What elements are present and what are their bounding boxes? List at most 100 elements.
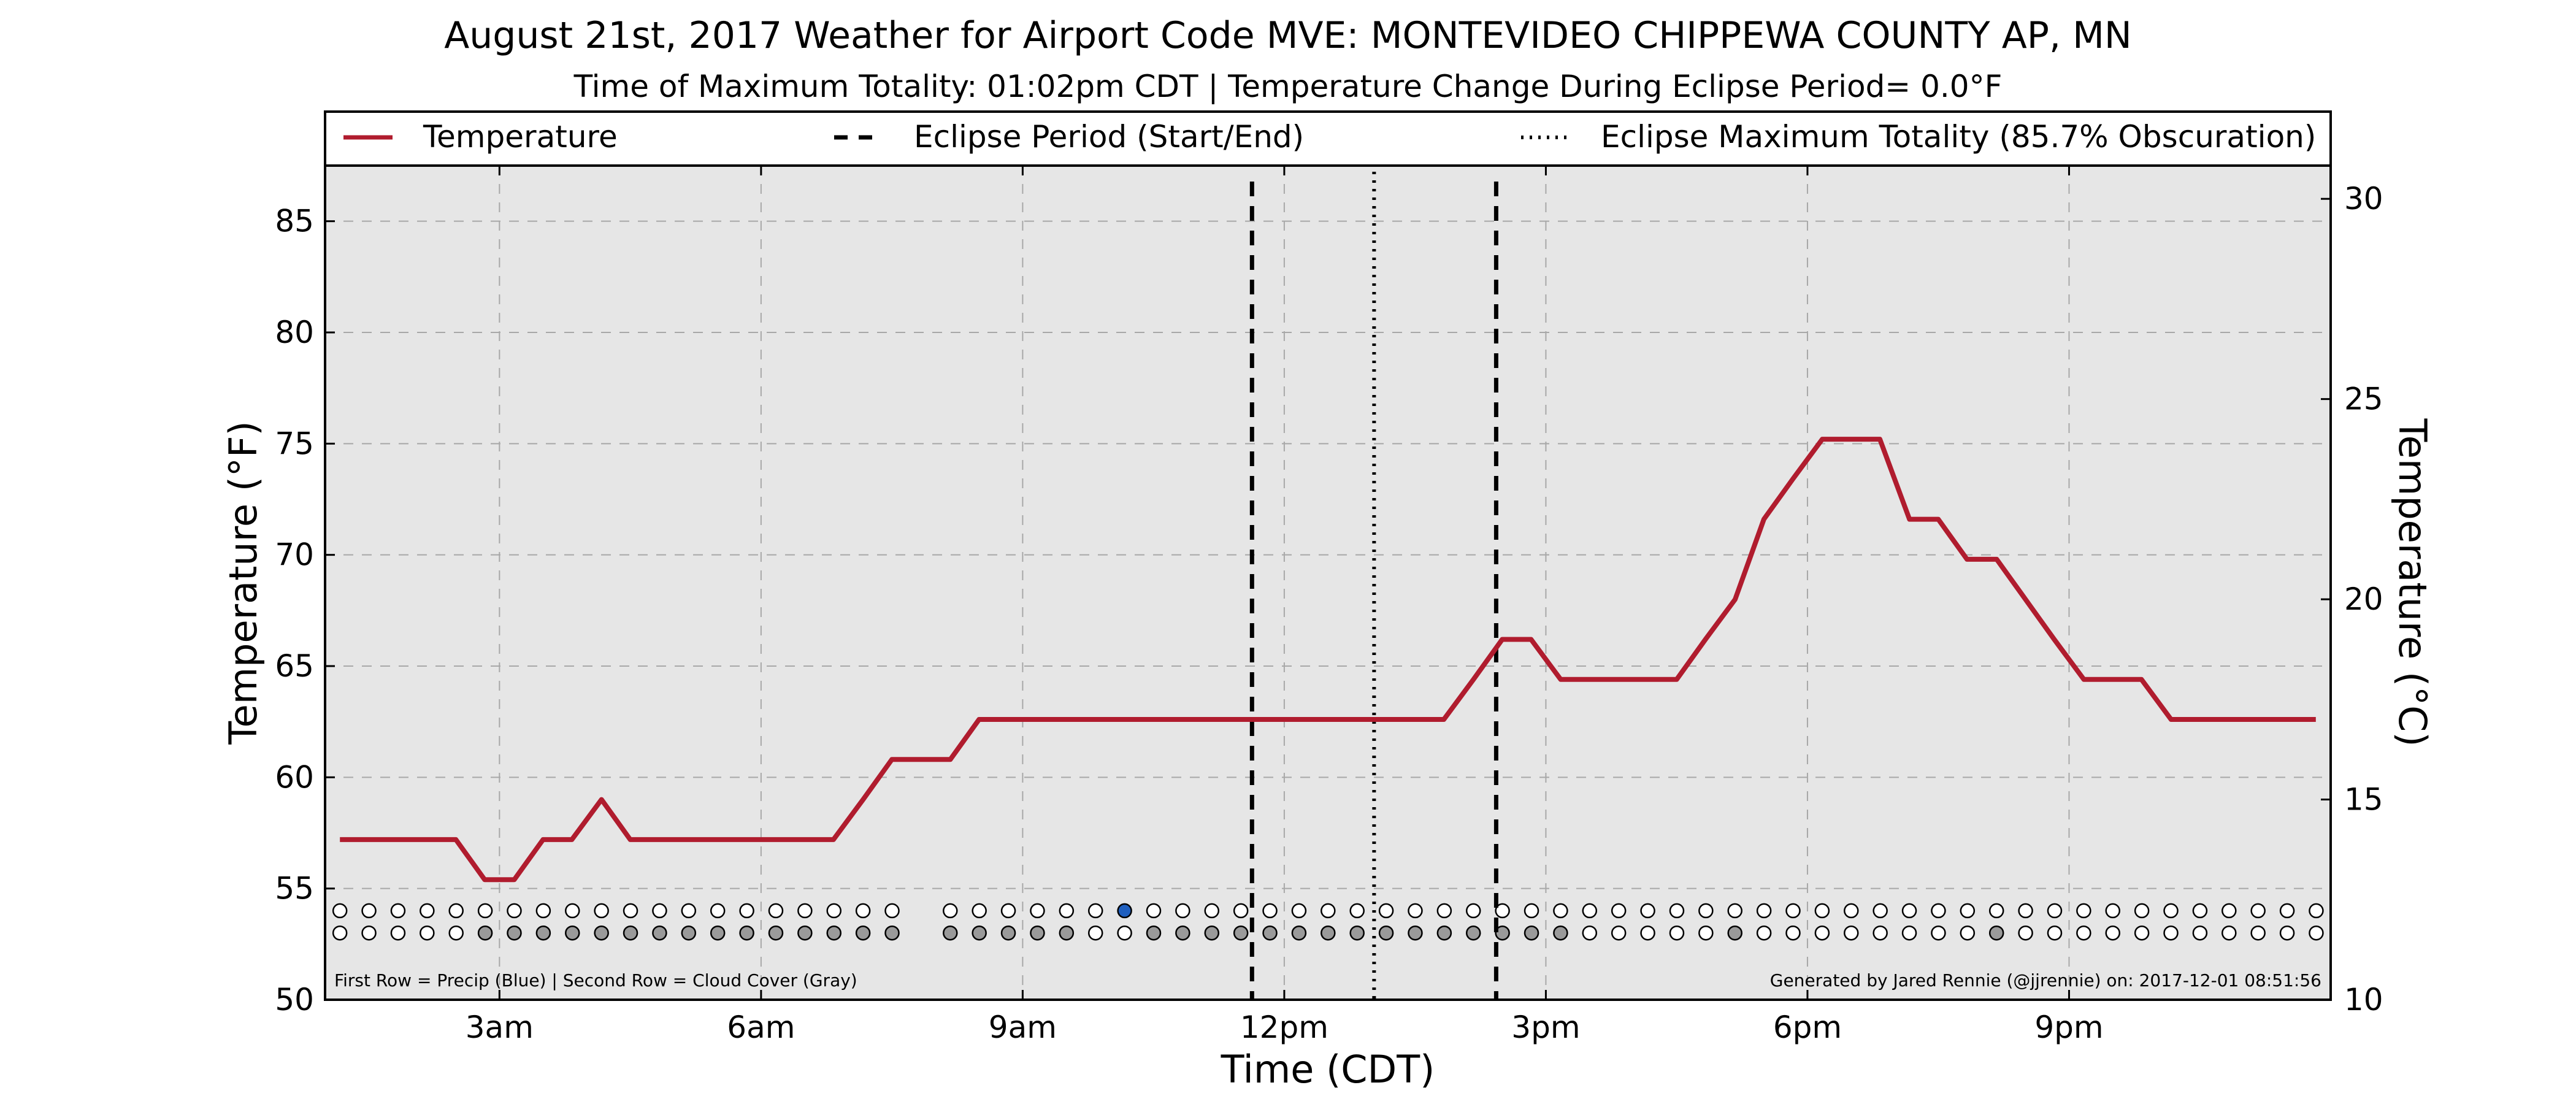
precip-row-marker	[1030, 903, 1045, 919]
precip-row-marker	[2279, 903, 2295, 919]
cloud-row-marker	[1495, 925, 1510, 941]
precip-row-marker	[1698, 903, 1714, 919]
precip-row-marker	[739, 903, 754, 919]
precip-row-marker	[1524, 903, 1539, 919]
precip-row-marker	[1146, 903, 1162, 919]
precip-row-marker	[768, 903, 784, 919]
precip-row-marker	[1844, 903, 1859, 919]
legend-label-eclipse-max: Eclipse Maximum Totality (85.7% Obscurat…	[1601, 119, 2316, 155]
plot-frame	[324, 164, 2332, 1001]
precip-row-marker	[1960, 903, 1976, 919]
cloud-row-marker	[1785, 925, 1801, 941]
precip-row-marker	[1756, 903, 1772, 919]
cloud-row-marker	[448, 925, 464, 941]
cloud-row-marker	[681, 925, 697, 941]
precip-row-marker	[943, 903, 958, 919]
cloud-row-marker	[1000, 925, 1016, 941]
cloud-row-marker	[2279, 925, 2295, 941]
plot-area	[325, 166, 2331, 1000]
precip-row-marker	[1727, 903, 1742, 919]
precip-row-marker	[1553, 903, 1568, 919]
cloud-row-marker	[623, 925, 638, 941]
precip-row-marker	[1901, 903, 1917, 919]
cloud-row-marker	[768, 925, 784, 941]
cloud-row-marker	[1727, 925, 1742, 941]
precip-row-marker	[332, 903, 348, 919]
cloud-row-marker	[1640, 925, 1655, 941]
x-axis-label: Time (CDT)	[1221, 1047, 1435, 1092]
cloud-row-marker	[884, 925, 900, 941]
precip-row-marker	[623, 903, 638, 919]
temperature-series-line	[340, 437, 2316, 883]
x-tick-label: 6am	[727, 1010, 795, 1045]
precip-row-marker	[1349, 903, 1365, 919]
cloud-row-marker	[739, 925, 754, 941]
cloud-row-marker	[2309, 925, 2324, 941]
right-y-axis-ticks: 10 15 20 25 30	[2321, 181, 2383, 1018]
cloud-row-marker	[594, 925, 609, 941]
precip-row-marker	[1611, 903, 1627, 919]
x-axis-ticks: 3am 6am 9am 12pm 3pm 6pm 9pm	[466, 166, 2104, 1045]
precip-row-marker	[652, 903, 667, 919]
precip-row-marker	[855, 903, 871, 919]
precip-row-marker	[1087, 903, 1103, 919]
cloud-row-marker	[972, 925, 987, 941]
precip-row-marker	[797, 903, 813, 919]
precip-row-marker	[2047, 903, 2063, 919]
cloud-row-marker	[565, 925, 580, 941]
right-y-tick-label: 20	[2344, 581, 2383, 617]
cloud-row-marker	[1901, 925, 1917, 941]
cloud-row-marker	[2192, 925, 2208, 941]
precip-row-marker	[1233, 903, 1249, 919]
y-axis-ticks: 50 55 60 65 70 75 80 85	[275, 204, 335, 1018]
precip-row-marker	[1321, 903, 1336, 919]
cloud-row-marker	[2250, 925, 2266, 941]
precip-row-marker	[1988, 903, 2004, 919]
cloud-row-marker	[1291, 925, 1307, 941]
precip-row-marker	[1582, 903, 1598, 919]
x-tick-label: 12pm	[1240, 1010, 1328, 1045]
right-y-tick-label: 15	[2344, 782, 2383, 818]
legend-box	[324, 110, 2332, 167]
precip-row-marker	[1669, 903, 1685, 919]
cloud-cover-row	[332, 925, 2324, 941]
precip-row-marker	[2221, 903, 2237, 919]
cloud-row-marker	[1436, 925, 1452, 941]
precip-row-marker	[507, 903, 522, 919]
right-y-tick-label: 25	[2344, 381, 2383, 417]
precip-row-marker	[1378, 903, 1394, 919]
cloud-row-marker	[1146, 925, 1162, 941]
precip-row-marker	[826, 903, 841, 919]
cloud-row-marker	[1931, 925, 1946, 941]
cloud-row-marker	[1087, 925, 1103, 941]
precip-row-marker	[390, 903, 406, 919]
cloud-row-marker	[1465, 925, 1481, 941]
precip-row-marker	[2309, 903, 2324, 919]
precip-row-marker	[1175, 903, 1190, 919]
cloud-row-marker	[1524, 925, 1539, 941]
eclipse-lines	[1249, 172, 1498, 1000]
y-axis-label: Temperature (°F)	[221, 421, 266, 745]
cloud-row-marker	[390, 925, 406, 941]
cloud-row-marker	[1988, 925, 2004, 941]
chart-subtitle: Time of Maximum Totality: 01:02pm CDT | …	[573, 69, 2003, 104]
cloud-row-marker	[2221, 925, 2237, 941]
precip-row-marker	[1262, 903, 1278, 919]
y-tick-label: 50	[275, 982, 314, 1018]
cloud-row-marker	[2105, 925, 2120, 941]
precip-row-marker	[1785, 903, 1801, 919]
cloud-row-marker	[420, 925, 435, 941]
y-tick-label: 85	[275, 204, 314, 239]
x-tick-label: 9am	[989, 1010, 1057, 1045]
cloud-row-marker	[855, 925, 871, 941]
cloud-row-marker	[1960, 925, 1976, 941]
cloud-row-marker	[1408, 925, 1423, 941]
precip-row-marker	[1873, 903, 1888, 919]
cloud-row-marker	[2163, 925, 2179, 941]
y-tick-label: 60	[275, 759, 314, 795]
cloud-row-marker	[1844, 925, 1859, 941]
precip-row-marker	[884, 903, 900, 919]
cloud-row-marker	[1030, 925, 1045, 941]
cloud-row-marker	[826, 925, 841, 941]
